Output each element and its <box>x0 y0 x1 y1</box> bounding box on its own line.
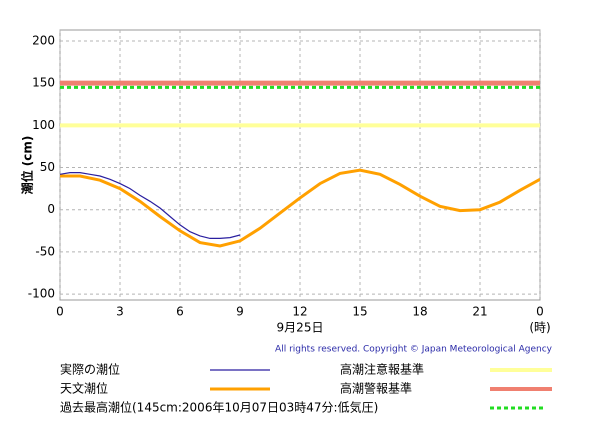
x-tick-label: 12 <box>292 305 307 319</box>
legend-label: 天文潮位 <box>60 381 108 396</box>
x-axis-label: 9月25日 <box>277 321 324 335</box>
y-tick-label: -50 <box>35 244 55 258</box>
x-tick-label: 0 <box>536 305 544 319</box>
x-axis-unit: (時) <box>529 321 550 335</box>
x-tick-label: 9 <box>236 305 244 319</box>
y-tick-label: 200 <box>32 33 55 47</box>
y-tick-label: 100 <box>32 118 55 132</box>
series-line <box>60 168 540 248</box>
copyright: All rights reserved. Copyright © Japan M… <box>275 345 553 355</box>
y-tick-label: -100 <box>28 287 55 301</box>
x-tick-label: 3 <box>116 305 124 319</box>
series-line <box>60 172 241 239</box>
x-tick-label: 6 <box>176 305 184 319</box>
legend-label: 高潮注意報基準 <box>340 362 424 377</box>
x-tick-label: 18 <box>412 305 427 319</box>
x-tick-label: 21 <box>472 305 487 319</box>
y-tick-label: 150 <box>32 76 55 90</box>
y-axis-label: 潮位 (cm) <box>20 136 35 195</box>
y-tick-label: 0 <box>47 202 55 216</box>
legend-label: 高潮警報基準 <box>340 381 412 396</box>
legend-label: 実際の潮位 <box>60 362 120 377</box>
y-tick-label: 50 <box>40 160 55 174</box>
x-tick-label: 15 <box>352 305 367 319</box>
x-tick-label: 0 <box>56 305 64 319</box>
legend-label: 過去最高潮位(145cm:2006年10月07日03時47分:低気圧) <box>60 400 378 415</box>
